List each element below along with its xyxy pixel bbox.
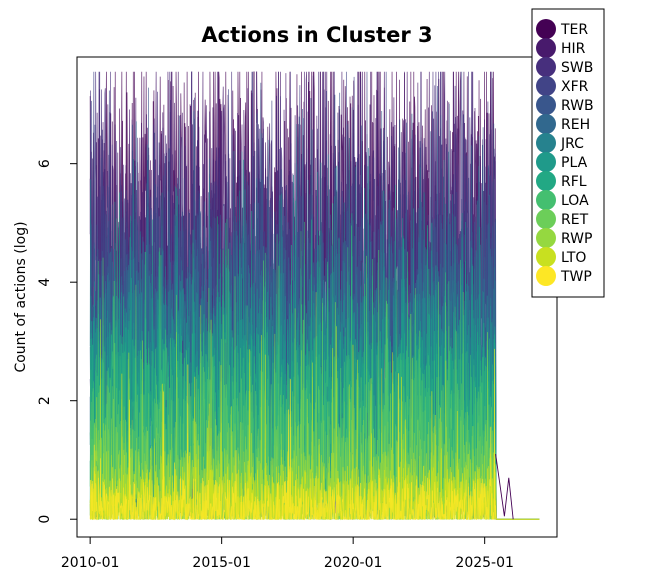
- legend-swatch-ret: [536, 209, 556, 229]
- x-axis: 2010-01 2015-01 2020-01 2025-01: [61, 536, 514, 571]
- legend-swatch-hir: [536, 38, 556, 58]
- legend-swatch-swb: [536, 57, 556, 77]
- legend-label-reh: REH: [561, 117, 590, 133]
- legend-label-ret: RET: [561, 212, 589, 228]
- legend-swatch-twp: [536, 266, 556, 286]
- legend-swatch-loa: [536, 190, 556, 210]
- legend-swatch-pla: [536, 152, 556, 172]
- legend-label-rwp: RWP: [561, 231, 592, 247]
- legend-swatch-rfl: [536, 171, 556, 191]
- legend-label-rwb: RWB: [561, 98, 594, 114]
- legend-swatch-rwp: [536, 228, 556, 248]
- y-axis: 0 2 4 6: [37, 159, 78, 524]
- y-tick-label: 4: [37, 278, 53, 287]
- series-layer: [89, 71, 540, 521]
- x-tick-label: 2010-01: [61, 555, 120, 571]
- legend-label-ter: TER: [560, 22, 588, 38]
- legend-label-jrc: JRC: [560, 136, 584, 152]
- legend-swatch-xfr: [536, 76, 556, 96]
- legend-label-swb: SWB: [561, 60, 593, 76]
- series-tail-line: [495, 453, 514, 520]
- y-tick-label: 2: [37, 396, 53, 405]
- x-tick-label: 2025-01: [455, 555, 514, 571]
- legend-swatch-jrc: [536, 133, 556, 153]
- chart-title: Actions in Cluster 3: [201, 23, 432, 47]
- legend-label-lto: LTO: [561, 250, 586, 266]
- x-tick-label: 2020-01: [324, 555, 383, 571]
- legend: TER HIR SWB XFR RWB REH JRC PLA RFL LOA RET RWP LTO T…: [531, 8, 605, 298]
- legend-label-pla: PLA: [561, 155, 588, 171]
- y-axis-label: Count of actions (log): [13, 221, 29, 372]
- legend-swatch-rwb: [536, 95, 556, 115]
- x-tick-label: 2015-01: [192, 555, 251, 571]
- legend-label-rfl: RFL: [561, 174, 587, 190]
- legend-label-loa: LOA: [561, 193, 589, 209]
- legend-swatch-ter: [536, 19, 556, 39]
- legend-label-hir: HIR: [561, 41, 586, 57]
- legend-swatch-reh: [536, 114, 556, 134]
- series-line-extra-15: [89, 348, 540, 521]
- y-tick-label: 0: [37, 515, 53, 524]
- y-tick-label: 6: [37, 159, 53, 168]
- legend-label-xfr: XFR: [561, 79, 589, 95]
- legend-label-twp: TWP: [560, 269, 592, 285]
- legend-swatch-lto: [536, 247, 556, 267]
